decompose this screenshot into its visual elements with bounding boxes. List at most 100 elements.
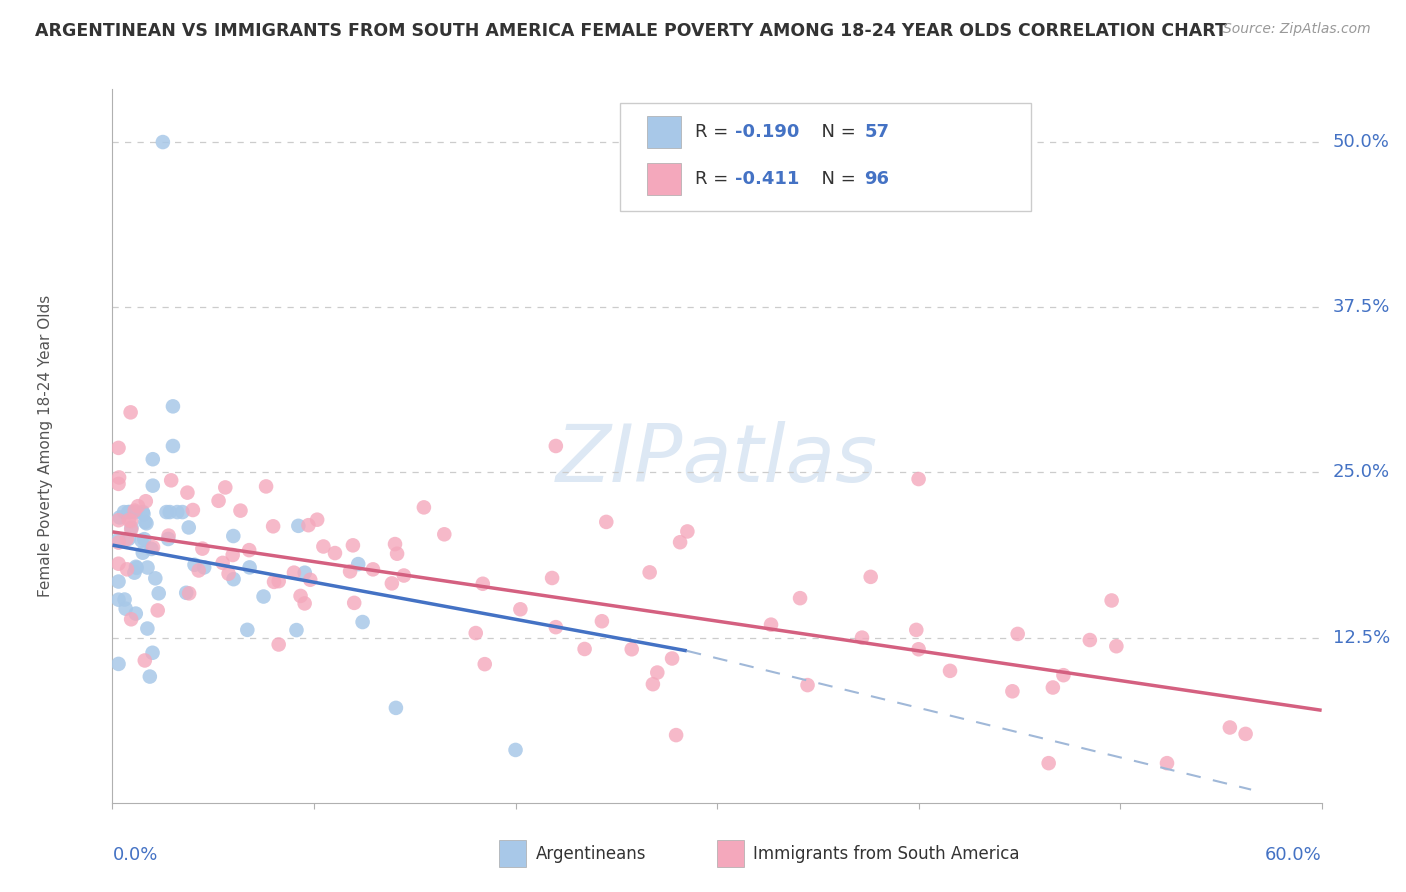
Point <box>114 592 136 607</box>
Point <box>1038 756 1060 771</box>
Point <box>221 548 243 562</box>
Point <box>134 653 156 667</box>
Point <box>124 505 146 519</box>
Point <box>294 566 316 580</box>
Text: Immigrants from South America: Immigrants from South America <box>754 846 1019 863</box>
FancyBboxPatch shape <box>620 103 1032 211</box>
Point <box>174 586 197 600</box>
Point <box>1007 627 1029 641</box>
Point <box>312 540 335 554</box>
Point <box>307 513 329 527</box>
Point <box>661 651 683 665</box>
Point <box>297 518 319 533</box>
Text: R =: R = <box>696 123 734 141</box>
Point <box>796 678 818 692</box>
Point <box>252 590 274 604</box>
Text: 37.5%: 37.5% <box>1333 298 1391 317</box>
Point <box>352 615 374 629</box>
Point <box>299 573 322 587</box>
Point <box>851 631 873 645</box>
Point <box>283 566 305 580</box>
FancyBboxPatch shape <box>647 163 681 194</box>
Point <box>1101 593 1123 607</box>
Point <box>595 515 617 529</box>
Point <box>859 570 882 584</box>
Point <box>939 664 962 678</box>
Point <box>125 559 148 574</box>
Point <box>238 543 260 558</box>
Point <box>114 601 136 615</box>
Point <box>172 505 194 519</box>
Point <box>107 441 129 455</box>
Point <box>107 533 129 547</box>
Text: 57: 57 <box>865 123 890 141</box>
Point <box>136 622 159 636</box>
Text: -0.411: -0.411 <box>735 170 800 188</box>
Point <box>162 400 184 414</box>
Point <box>117 505 139 519</box>
Point <box>107 574 129 589</box>
Point <box>132 546 155 560</box>
Point <box>207 493 229 508</box>
FancyBboxPatch shape <box>647 116 681 148</box>
Point <box>134 515 156 529</box>
Text: 0.0%: 0.0% <box>112 846 157 863</box>
Point <box>193 560 215 574</box>
Point <box>107 557 129 571</box>
Point <box>160 473 183 487</box>
Point <box>118 505 141 519</box>
Point <box>125 561 148 575</box>
Point <box>107 476 129 491</box>
Point <box>135 516 157 531</box>
Text: 50.0%: 50.0% <box>1333 133 1389 151</box>
Point <box>287 519 309 533</box>
Point <box>789 591 811 606</box>
Point <box>139 669 162 683</box>
Point <box>343 596 366 610</box>
Point <box>1156 756 1178 771</box>
Text: 25.0%: 25.0% <box>1333 464 1391 482</box>
Point <box>166 505 188 519</box>
Text: N =: N = <box>810 170 862 188</box>
Point <box>384 537 406 551</box>
Point <box>676 524 699 539</box>
Point <box>141 541 163 556</box>
Point <box>638 566 661 580</box>
Point <box>108 510 131 524</box>
Point <box>107 535 129 549</box>
Point <box>471 576 494 591</box>
Point <box>505 743 527 757</box>
Point <box>509 602 531 616</box>
Point <box>120 405 142 419</box>
Point <box>262 519 284 533</box>
Point <box>1219 721 1241 735</box>
Point <box>142 452 165 467</box>
Point <box>132 507 155 521</box>
Point <box>107 657 129 671</box>
Point <box>134 532 156 546</box>
Point <box>239 560 262 574</box>
Point <box>342 538 364 552</box>
Point <box>254 479 277 493</box>
Point <box>131 533 153 548</box>
Point <box>1105 639 1128 653</box>
Point <box>143 571 166 585</box>
Point <box>107 592 129 607</box>
Point <box>907 642 929 657</box>
Point <box>142 478 165 492</box>
Point <box>392 568 415 582</box>
Point <box>285 623 308 637</box>
Point <box>115 562 138 576</box>
Point <box>907 472 929 486</box>
Point <box>120 612 142 626</box>
Point <box>124 503 146 517</box>
Point <box>263 574 285 589</box>
Point <box>183 558 205 572</box>
Point <box>124 566 146 580</box>
Point <box>1052 668 1074 682</box>
Point <box>120 514 142 528</box>
Point <box>152 135 174 149</box>
Point <box>179 586 201 600</box>
Point <box>236 623 259 637</box>
Point <box>267 638 290 652</box>
